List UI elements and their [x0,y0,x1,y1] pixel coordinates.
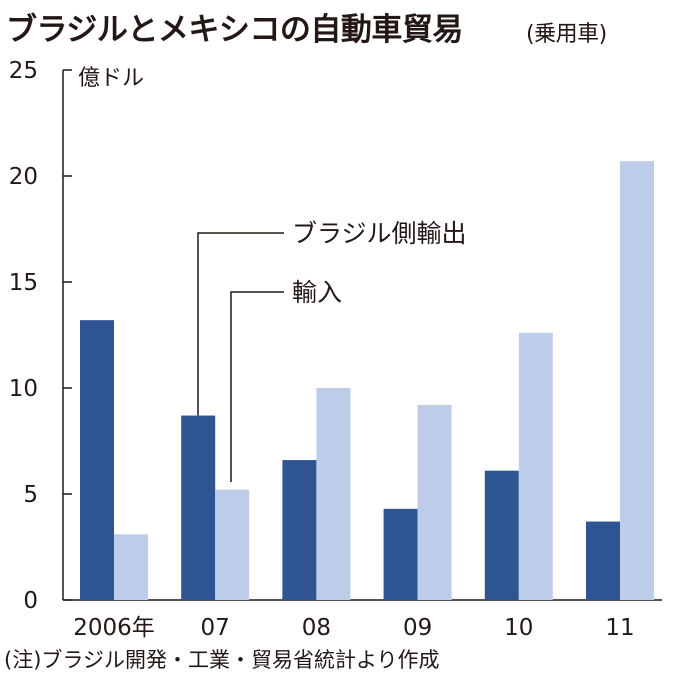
chart-subtitle: (乗用車) [526,22,607,47]
bar-brazil-export-4 [484,470,519,600]
x-tick-label: 2006年 [73,615,155,641]
x-tick-label: 09 [403,615,432,641]
y-tick-label: 25 [9,58,38,84]
axes: 0 5 10 15 20 25 2006年 07 08 09 10 11 [9,58,662,641]
bar-import-3 [417,404,452,600]
y-tick-label: 5 [23,482,38,508]
bar-brazil-export-5 [586,521,620,600]
callout-leader-line [230,291,284,482]
bar-brazil-export-1 [181,415,216,600]
bar-import-5 [620,161,654,600]
bar-import-0 [114,534,148,600]
bar-import-4 [518,332,553,600]
x-tick-label: 11 [605,615,634,641]
y-tick-label: 15 [9,270,38,296]
x-tick-label: 08 [302,615,331,641]
bar-import-1 [215,489,250,600]
chart-title: ブラジルとメキシコの自動車貿易 (乗用車) [6,12,607,48]
bar-import-2 [316,388,351,600]
bar-brazil-export-0 [80,320,114,600]
series-label-import: 輸入 [292,278,342,307]
callout-leader-line [197,232,284,416]
x-tick-label: 07 [201,615,230,641]
x-tick-label: 10 [504,615,533,641]
y-tick-label: 20 [9,164,38,190]
y-axis-unit-label: 億ドル [78,66,145,91]
bar-brazil-export-3 [383,508,418,600]
bar-brazil-export-2 [282,460,317,600]
source-note: (注)ブラジル開発・工業・貿易省統計より作成 [4,648,440,672]
series-label-brazil-export: ブラジル側輸出 [292,219,467,248]
bars [80,161,654,600]
y-tick-label: 0 [23,588,38,614]
y-tick-label: 10 [9,376,38,402]
